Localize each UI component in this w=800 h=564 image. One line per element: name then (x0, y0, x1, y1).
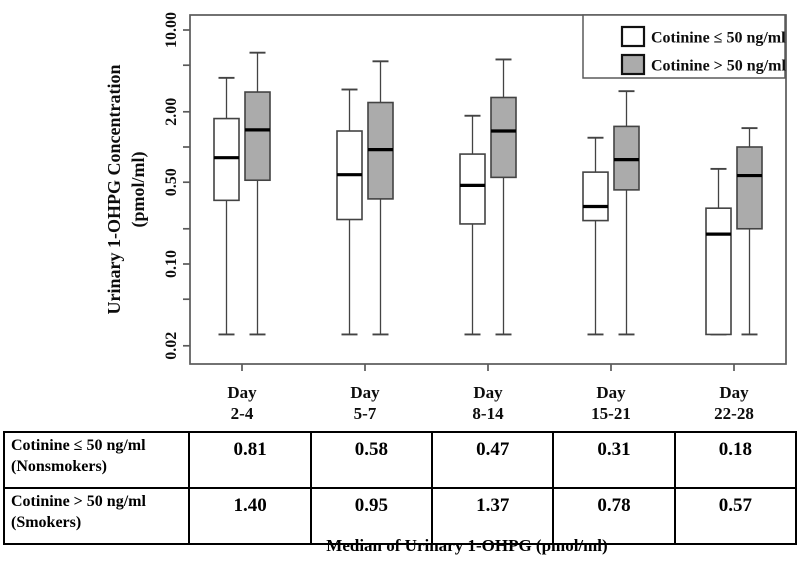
box-nonsmoker (582, 136, 609, 336)
y-tick-label: 2.00 (163, 98, 180, 126)
legend-box (582, 14, 786, 79)
legend-label-0: Cotinine ≤ 50 ng/ml (651, 30, 786, 47)
row-label: Cotinine > 50 ng/ml (Smokers) (2, 487, 191, 545)
y-tick-label: 10.00 (163, 12, 180, 48)
x-tick-label-line2: 2-4 (231, 404, 254, 423)
box-nonsmoker (705, 167, 732, 336)
median-value: 0.95 (309, 487, 434, 545)
box-smoker (736, 127, 763, 336)
y-tick-label: 0.50 (163, 168, 180, 196)
box-smoker (613, 90, 640, 336)
row-label-line1: Cotinine > 50 ng/ml (11, 493, 146, 510)
median-value: 0.18 (673, 431, 798, 489)
median-table: Cotinine ≤ 50 ng/ml (Nonsmokers) 0.81 0.58 0… (2, 431, 798, 545)
x-tick-label-line2: 5-7 (354, 404, 377, 423)
legend-label-1: Cotinine > 50 ng/ml (651, 58, 786, 75)
iqr-box (582, 171, 609, 222)
y-axis-title-line1: Urinary 1-OHPG Concentration (104, 65, 124, 315)
box-nonsmoker (213, 76, 240, 336)
median-value: 0.78 (552, 487, 676, 545)
row-label-line1: Cotinine ≤ 50 ng/ml (11, 437, 146, 454)
iqr-box (213, 117, 240, 202)
y-tick-label: 0.10 (163, 250, 180, 278)
x-tick-label-line1: Day (473, 383, 503, 402)
box-smoker (244, 51, 271, 336)
median-value: 1.40 (188, 487, 312, 545)
median-value: 0.81 (188, 431, 312, 489)
x-tick-label-line1: Day (719, 383, 749, 402)
iqr-box (736, 146, 763, 230)
y-axis-title-line2: (pmol/ml) (128, 152, 149, 228)
table-row: Cotinine > 50 ng/ml (Smokers) 1.40 0.95 1.37… (2, 487, 798, 545)
box-nonsmoker (459, 114, 486, 336)
legend-swatch-0 (620, 25, 646, 48)
x-tick-label-line1: Day (596, 383, 626, 402)
table-caption: Median of Urinary 1-OHPG (pmol/ml) (326, 536, 608, 555)
x-tick-label-line2: 22-28 (714, 404, 754, 423)
box-nonsmoker (336, 88, 363, 336)
box-smoker (367, 60, 394, 336)
table-row: Cotinine ≤ 50 ng/ml (Nonsmokers) 0.81 0.58 0… (2, 431, 798, 489)
median-value: 0.47 (431, 431, 555, 489)
x-tick-label-line1: Day (227, 383, 257, 402)
row-label: Cotinine ≤ 50 ng/ml (Nonsmokers) (2, 431, 191, 489)
median-value: 0.58 (309, 431, 434, 489)
y-tick-label: 0.02 (163, 332, 180, 360)
row-label-line2: (Smokers) (11, 513, 82, 531)
x-tick-label-line2: 8-14 (472, 404, 504, 423)
median-value: 0.57 (673, 487, 798, 545)
legend: Cotinine ≤ 50 ng/ml Cotinine > 50 ng/ml (582, 14, 786, 79)
boxplot-chart: 10.00 2.00 0.50 0.10 0.02 Day 2-4 Day 5-7 Day 8-14… (104, 12, 787, 423)
iqr-box (705, 207, 732, 336)
x-tick-label-line2: 15-21 (591, 404, 631, 423)
median-value: 1.37 (431, 487, 555, 545)
median-value: 0.31 (552, 431, 676, 489)
x-tick-label-line1: Day (350, 383, 380, 402)
iqr-box (244, 91, 271, 182)
legend-swatch-1 (620, 53, 646, 76)
box-smoker (490, 58, 517, 336)
iqr-box (459, 153, 486, 225)
row-label-line2: (Nonsmokers) (11, 457, 107, 475)
iqr-box (490, 96, 517, 179)
